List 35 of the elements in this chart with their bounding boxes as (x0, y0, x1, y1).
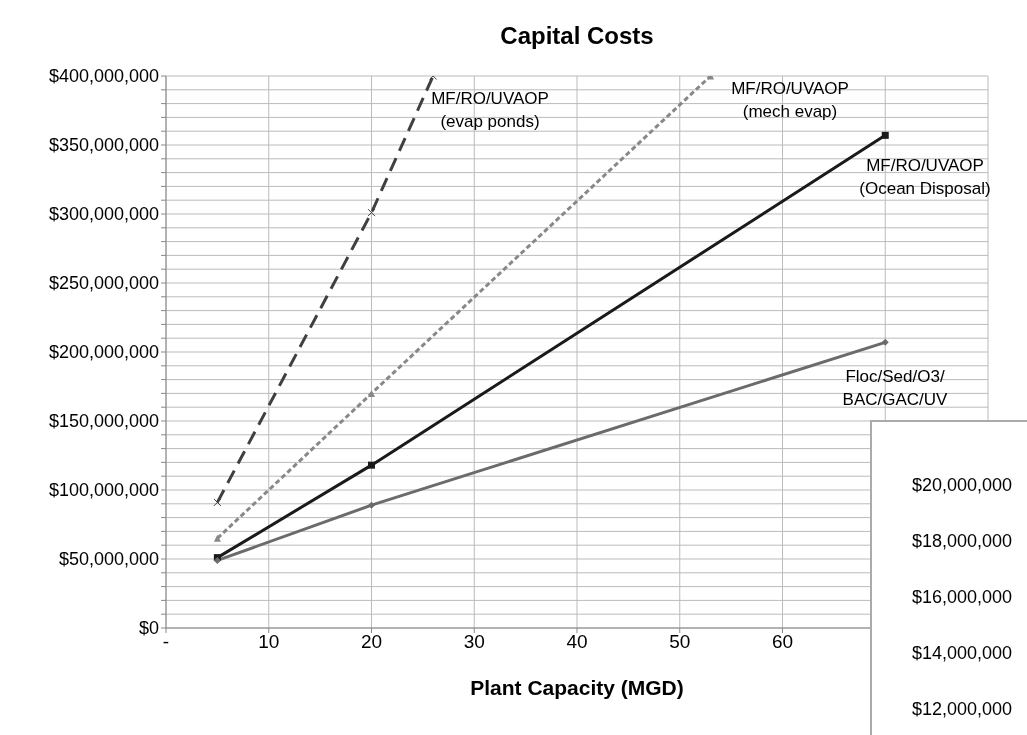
point (213, 498, 222, 507)
chart-title: Capital Costs (499, 22, 655, 50)
x-tick-label: 30 (463, 631, 485, 653)
x-tick-label: - (162, 631, 170, 653)
x-tick-label: 20 (360, 631, 383, 653)
y-tick-label: $100,000,000 (48, 480, 159, 501)
point (213, 534, 221, 542)
annotation: $20,000,000 (911, 474, 1012, 496)
x-tick-label: 40 (566, 631, 588, 653)
x-axis-title: Plant Capacity (MGD) (470, 675, 684, 699)
x-tick-label: 10 (258, 631, 280, 653)
y-tick-label: $350,000,000 (48, 135, 159, 156)
y-tick-label: $150,000,000 (48, 411, 159, 432)
y-tick-label: $300,000,000 (48, 204, 159, 225)
annotation: MF/RO/UVAOP (evap ponds) (431, 88, 549, 131)
y-tick-label: $200,000,000 (48, 342, 159, 363)
x-tick-label: 60 (771, 631, 794, 653)
text: $12,000,000 (911, 698, 1012, 720)
annotation: Floc/Sed/O3/ BAC/GAC/UV (842, 366, 949, 409)
annotation: $16,000,000 (911, 586, 1012, 608)
y-tick-label: $0 (138, 618, 159, 639)
point (367, 208, 376, 217)
x-tick-label: 50 (669, 631, 691, 653)
point (368, 389, 375, 397)
text: $14,000,000 (911, 642, 1012, 664)
y-tick-label: $400,000,000 (48, 66, 159, 87)
point (881, 338, 889, 346)
y-tick-label: $250,000,000 (48, 273, 159, 294)
annotation: $18,000,000 (911, 530, 1012, 552)
annotation: MF/RO/UVAOP (Ocean Disposal) (859, 155, 991, 198)
point (368, 461, 375, 469)
point (368, 501, 375, 509)
point (881, 131, 889, 139)
annotation: MF/RO/UVAOP (mech evap) (731, 78, 849, 121)
y-tick-label: $50,000,000 (58, 549, 159, 570)
